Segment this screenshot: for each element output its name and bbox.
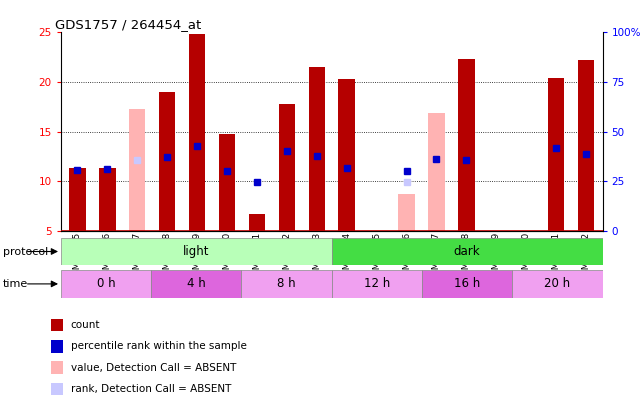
Text: 20 h: 20 h <box>544 277 570 290</box>
Bar <box>151 270 242 298</box>
Bar <box>332 238 603 265</box>
Bar <box>61 238 332 265</box>
Bar <box>308 67 325 231</box>
Text: 4 h: 4 h <box>187 277 206 290</box>
Bar <box>422 270 512 298</box>
Text: 16 h: 16 h <box>454 277 480 290</box>
Bar <box>548 78 564 231</box>
Bar <box>99 168 115 231</box>
Bar <box>279 104 295 231</box>
Bar <box>338 79 355 231</box>
Bar <box>219 134 235 231</box>
Bar <box>69 168 86 231</box>
Bar <box>159 92 176 231</box>
Bar <box>398 194 415 231</box>
Bar <box>61 270 151 298</box>
Text: dark: dark <box>454 245 481 258</box>
Text: time: time <box>3 279 28 289</box>
Text: count: count <box>71 320 100 330</box>
Bar <box>129 109 146 231</box>
Text: rank, Detection Call = ABSENT: rank, Detection Call = ABSENT <box>71 384 231 394</box>
Text: GDS1757 / 264454_at: GDS1757 / 264454_at <box>56 18 202 31</box>
Bar <box>512 270 603 298</box>
Bar <box>332 270 422 298</box>
Text: value, Detection Call = ABSENT: value, Detection Call = ABSENT <box>71 362 236 373</box>
Text: protocol: protocol <box>3 247 49 256</box>
Text: 0 h: 0 h <box>97 277 115 290</box>
Bar <box>249 214 265 231</box>
Text: light: light <box>183 245 210 258</box>
Bar <box>458 59 474 231</box>
Text: 8 h: 8 h <box>278 277 296 290</box>
Bar <box>242 270 332 298</box>
Bar <box>578 60 594 231</box>
Text: 12 h: 12 h <box>363 277 390 290</box>
Bar <box>189 34 205 231</box>
Text: percentile rank within the sample: percentile rank within the sample <box>71 341 246 352</box>
Bar <box>428 113 445 231</box>
